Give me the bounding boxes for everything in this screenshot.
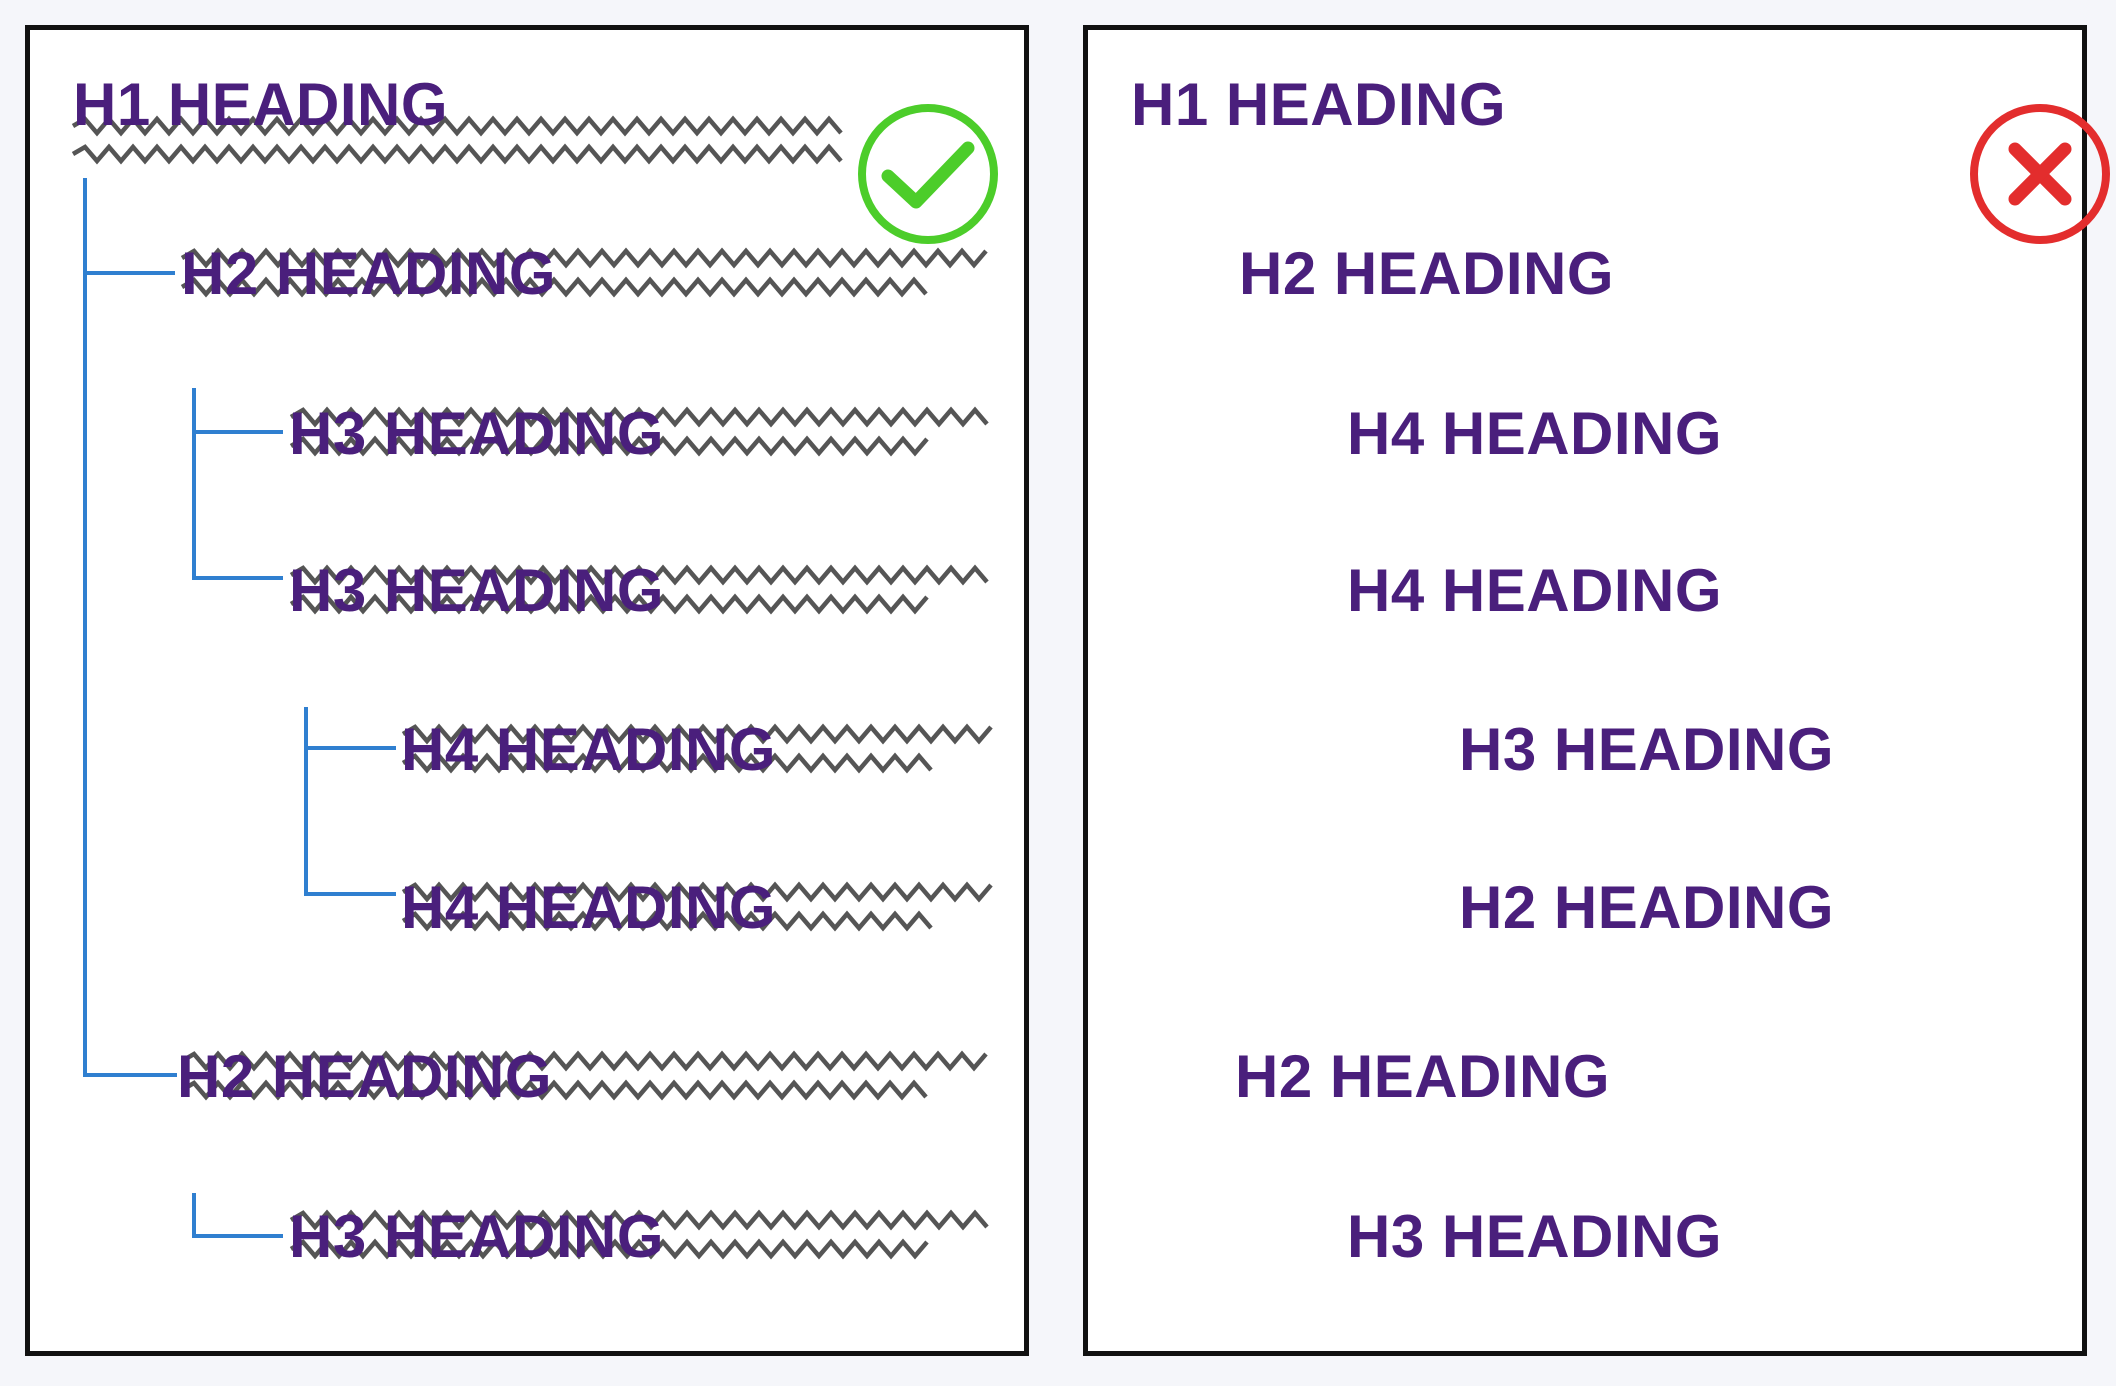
body-text-wave — [289, 593, 929, 615]
body-text-wave — [401, 910, 933, 932]
tree-connector-line — [192, 388, 283, 580]
body-text-placeholders — [71, 115, 993, 1260]
body-text-wave — [289, 1238, 929, 1260]
body-text-wave — [401, 881, 993, 903]
heading-h2: H2 HEADING — [1459, 874, 1835, 941]
heading-h3: H3 HEADING — [1459, 716, 1835, 783]
heading-h1: H1 HEADING — [73, 71, 449, 138]
body-text-wave — [180, 1079, 928, 1101]
heading-h3: H3 HEADING — [289, 1203, 665, 1270]
body-text-wave — [401, 752, 933, 774]
body-text-wave — [401, 723, 993, 745]
heading-h4: H4 HEADING — [1347, 400, 1723, 467]
body-text-wave — [71, 143, 843, 165]
heading-h1: H1 HEADING — [1131, 71, 1507, 138]
outline-tree-graphic — [1088, 30, 2082, 1351]
body-text-wave — [289, 406, 989, 428]
body-text-wave — [289, 564, 989, 586]
heading-h2: H2 HEADING — [177, 1043, 553, 1110]
heading-h2: H2 HEADING — [1235, 1043, 1611, 1110]
tree-connector-line — [192, 1193, 283, 1238]
checkmark-icon — [858, 104, 998, 244]
body-text-wave — [180, 247, 988, 269]
incorrect-structure-panel: H1 HEADING H2 HEADING H4 HEADING H4 HEAD… — [1083, 25, 2110, 1356]
heading-h2: H2 HEADING — [181, 240, 557, 307]
heading-h3: H3 HEADING — [289, 400, 665, 467]
heading-h4: H4 HEADING — [401, 716, 777, 783]
body-text-wave — [289, 435, 929, 457]
body-text-wave — [180, 1050, 988, 1072]
heading-h3: H3 HEADING — [289, 557, 665, 624]
body-text-wave — [180, 276, 928, 298]
body-text-wave — [289, 1209, 989, 1231]
heading-h4: H4 HEADING — [1347, 557, 1723, 624]
tree-lines — [83, 178, 396, 1238]
tree-connector-line — [304, 707, 396, 896]
cross-icon — [1970, 104, 2110, 244]
heading-h4: H4 HEADING — [401, 874, 777, 941]
tree-connector-line — [83, 178, 177, 1077]
outline-tree-graphic — [71, 115, 993, 1260]
correct-structure-panel: H1 HEADING H2 HEADING H3 HEADING H3 HEAD… — [25, 25, 1029, 1356]
body-text-wave — [71, 115, 843, 137]
heading-h3: H3 HEADING — [1347, 1203, 1723, 1270]
heading-h2: H2 HEADING — [1239, 240, 1615, 307]
